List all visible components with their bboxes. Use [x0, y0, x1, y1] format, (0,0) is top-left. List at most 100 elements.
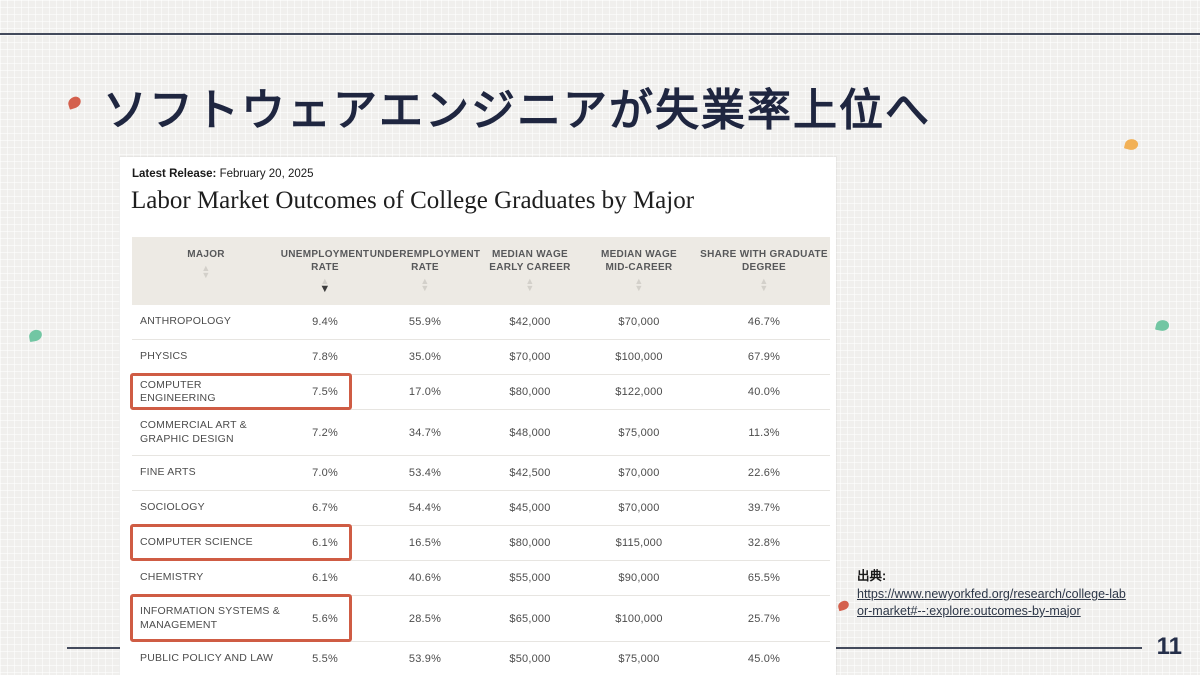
wage-mid-cell: $70,000 [618, 467, 660, 479]
wage-early-cell: $48,000 [509, 426, 551, 439]
unemployment-cell: 6.1% [312, 537, 338, 549]
page-number: 11 [1156, 633, 1182, 660]
wage-early-cell: $45,000 [509, 502, 551, 514]
leaf-decoration-icon [1154, 318, 1171, 333]
underemployment-cell: 53.4% [408, 467, 442, 479]
wage-mid-cell: $75,000 [618, 426, 660, 439]
unemployment-cell: 7.0% [312, 467, 338, 479]
wage-early-cell: $65,000 [509, 612, 551, 625]
sort-icons: ▲ ▼ [420, 276, 430, 294]
unemployment-cell: 7.8% [312, 351, 338, 363]
sort-asc-icon: ▲ [320, 276, 330, 286]
sort-desc-icon-active: ▼ [319, 283, 331, 296]
column-header-major: MAJOR ▲ ▼ [132, 237, 280, 305]
sort-desc-icon: ▼ [201, 270, 211, 281]
leaf-decoration-icon [837, 599, 850, 612]
major-cell: COMPUTER SCIENCE [140, 536, 253, 549]
latest-release-date: February 20, 2025 [219, 168, 314, 180]
table-header-row: MAJOR ▲ ▼ UNEMPLOYMENT RATE ▲ ▼ UNDEREMPLO… [132, 237, 830, 305]
underemployment-cell: 55.9% [408, 316, 442, 328]
table-row-highlighted: COMPUTER ENGINEERING 7.5% 17.0% $80,000 … [130, 373, 830, 410]
wage-early-cell: $55,000 [509, 572, 551, 584]
sort-asc-icon: ▲ [759, 276, 769, 286]
source-url-line1[interactable]: https://www.newyorkfed.org/research/coll… [857, 587, 1126, 601]
report-title: Labor Market Outcomes of College Graduat… [131, 187, 695, 214]
latest-release-line: Latest Release: February 20, 2025 [132, 168, 836, 180]
source-url-link[interactable]: https://www.newyorkfed.org/research/coll… [857, 586, 1157, 620]
underemployment-cell: 35.0% [408, 351, 442, 363]
table-row: FINE ARTS 7.0% 53.4% $42,500 $70,000 22.… [132, 456, 830, 491]
column-header-label: UNDEREMPLOYMENT RATE [369, 249, 481, 273]
underemployment-cell: 17.0% [408, 386, 442, 398]
sort-desc-icon: ▼ [525, 283, 535, 294]
latest-release-label: Latest Release: [132, 168, 217, 180]
column-header-label: SHARE WITH GRADUATE DEGREE [700, 249, 828, 273]
major-cell: CHEMISTRY [140, 571, 204, 584]
underemployment-cell: 40.6% [408, 572, 442, 584]
column-header-median-wage-mid: MEDIAN WAGE MID-CAREER ▲ ▼ [580, 237, 698, 305]
sort-desc-icon: ▼ [420, 283, 430, 294]
column-header-label: MEDIAN WAGE MID-CAREER [600, 249, 678, 273]
column-header-underemployment: UNDEREMPLOYMENT RATE ▲ ▼ [370, 237, 480, 305]
wage-early-cell: $70,000 [509, 351, 551, 363]
sort-icons: ▲ ▼ [201, 263, 211, 281]
wage-early-cell: $80,000 [509, 386, 551, 398]
unemployment-cell: 6.1% [312, 572, 338, 584]
major-cell: COMMERCIAL ART & GRAPHIC DESIGN [140, 419, 247, 445]
table-row: CHEMISTRY 6.1% 40.6% $55,000 $90,000 65.… [132, 561, 830, 596]
underemployment-cell: 16.5% [408, 537, 442, 549]
wage-mid-cell: $75,000 [618, 653, 660, 665]
table-row: SOCIOLOGY 6.7% 54.4% $45,000 $70,000 39.… [132, 491, 830, 526]
wage-mid-cell: $70,000 [618, 502, 660, 514]
major-cell: PHYSICS [140, 350, 188, 363]
unemployment-cell: 9.4% [312, 316, 338, 328]
graduate-share-cell: 65.5% [747, 572, 781, 584]
wage-mid-cell: $100,000 [615, 612, 663, 625]
sort-icons: ▲ ▼ [634, 276, 644, 294]
leaf-decoration-icon [66, 95, 83, 110]
graduate-share-cell: 39.7% [747, 502, 781, 514]
major-cell: COMPUTER ENGINEERING [140, 378, 216, 404]
slide-title: ソフトウェアエンジニアが失業率上位へ [103, 86, 931, 135]
wage-early-cell: $42,500 [509, 467, 551, 479]
wage-mid-cell: $70,000 [618, 316, 660, 328]
underemployment-cell: 53.9% [408, 653, 442, 665]
sort-icons: ▲ ▼ [319, 276, 331, 296]
column-header-unemployment: UNEMPLOYMENT RATE ▲ ▼ [280, 237, 370, 305]
wage-early-cell: $42,000 [509, 316, 551, 328]
underemployment-cell: 28.5% [408, 612, 442, 625]
sort-icons: ▲ ▼ [525, 276, 535, 294]
unemployment-cell: 6.7% [312, 502, 338, 514]
major-cell: ANTHROPOLOGY [140, 315, 232, 328]
sort-icons: ▲ ▼ [759, 276, 769, 294]
unemployment-cell: 7.5% [312, 386, 338, 398]
wage-early-cell: $50,000 [509, 653, 551, 665]
major-cell: PUBLIC POLICY AND LAW [140, 652, 274, 665]
wage-mid-cell: $100,000 [615, 351, 663, 363]
unemployment-cell: 5.5% [312, 653, 338, 665]
graduate-share-cell: 40.0% [747, 386, 781, 398]
sort-asc-icon: ▲ [525, 276, 535, 286]
graduate-share-cell: 32.8% [747, 537, 781, 549]
graduate-share-cell: 25.7% [747, 612, 781, 625]
major-cell: FINE ARTS [140, 466, 196, 479]
table-row: PUBLIC POLICY AND LAW 5.5% 53.9% $50,000… [132, 642, 830, 675]
table-row: ANTHROPOLOGY 9.4% 55.9% $42,000 $70,000 … [132, 305, 830, 340]
outcomes-table: MAJOR ▲ ▼ UNEMPLOYMENT RATE ▲ ▼ UNDEREMPLO… [130, 237, 830, 675]
column-header-median-wage-early: MEDIAN WAGE EARLY CAREER ▲ ▼ [480, 237, 580, 305]
wage-mid-cell: $90,000 [618, 572, 660, 584]
wage-early-cell: $80,000 [509, 537, 551, 549]
sort-desc-icon: ▼ [759, 283, 769, 294]
wage-mid-cell: $122,000 [615, 386, 663, 398]
leaf-decoration-icon [1123, 137, 1140, 152]
sort-desc-icon: ▼ [634, 283, 644, 294]
major-cell: INFORMATION SYSTEMS & MANAGEMENT [140, 605, 280, 631]
unemployment-cell: 7.2% [312, 426, 338, 439]
source-url-line2[interactable]: or-market#--:explore:outcomes-by-major [857, 603, 1081, 618]
column-header-label: MEDIAN WAGE EARLY CAREER [489, 249, 571, 273]
sort-asc-icon: ▲ [420, 276, 430, 286]
underemployment-cell: 34.7% [408, 426, 442, 439]
graduate-share-cell: 46.7% [747, 316, 781, 328]
column-header-label: UNEMPLOYMENT RATE [280, 249, 370, 273]
